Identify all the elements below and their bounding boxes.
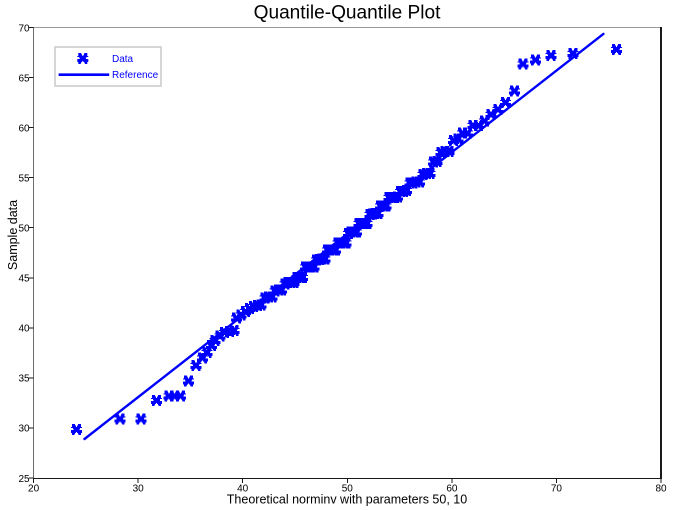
svg-text:70: 70 xyxy=(551,484,563,495)
svg-text:25: 25 xyxy=(18,474,30,485)
svg-text:55: 55 xyxy=(18,174,30,185)
svg-text:50: 50 xyxy=(18,224,30,235)
svg-text:45: 45 xyxy=(18,274,30,285)
svg-text:20: 20 xyxy=(28,484,40,495)
svg-text:40: 40 xyxy=(18,324,30,335)
svg-text:60: 60 xyxy=(446,484,458,495)
svg-text:30: 30 xyxy=(133,484,145,495)
svg-text:Quantile-Quantile Plot: Quantile-Quantile Plot xyxy=(254,3,441,24)
svg-text:Data: Data xyxy=(112,54,134,65)
svg-text:Reference: Reference xyxy=(112,70,159,81)
svg-text:80: 80 xyxy=(655,484,667,495)
svg-text:Theoretical norminv with param: Theoretical norminv with parameters 50, … xyxy=(227,493,467,507)
svg-text:65: 65 xyxy=(18,73,30,84)
svg-text:30: 30 xyxy=(18,424,30,435)
svg-text:50: 50 xyxy=(342,484,354,495)
svg-text:Sample data: Sample data xyxy=(6,200,20,270)
svg-text:35: 35 xyxy=(18,374,30,385)
svg-text:60: 60 xyxy=(18,123,30,134)
svg-text:40: 40 xyxy=(237,484,249,495)
svg-text:70: 70 xyxy=(18,23,30,34)
